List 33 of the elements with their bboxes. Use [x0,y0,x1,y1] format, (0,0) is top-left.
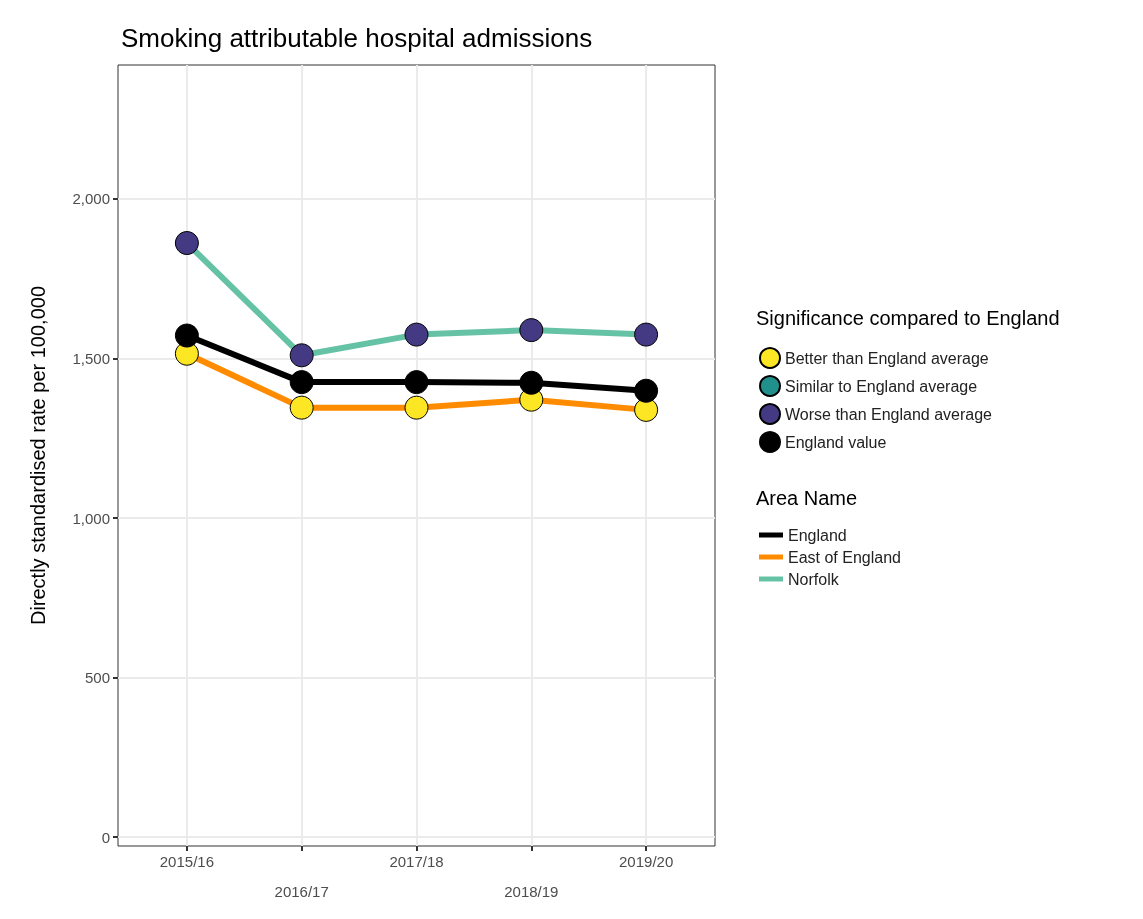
y-tick-label: 2,000 [72,190,110,208]
point [289,370,314,395]
legend-label: Similar to England average [785,377,978,395]
point [404,395,429,420]
legend-label: Better than England average [785,349,989,367]
y-tick-label: 1,500 [72,350,110,368]
legend-label: Norfolk [788,570,840,588]
point [404,370,429,395]
legend-label: Worse than England average [785,405,993,423]
x-tick-label: 2016/17 [274,883,329,900]
text: Area Name [756,487,858,509]
point [519,318,544,343]
point [634,322,659,347]
point [174,231,199,256]
legend-label: East of England [788,548,901,566]
point [289,343,314,368]
y-axis-title: Directly standardised rate per 100,000 [27,285,49,626]
x-tick-label: 2018/19 [504,883,559,900]
point [289,395,314,420]
point [634,378,659,403]
y-tick-label: 1,000 [72,509,110,527]
point [174,323,199,348]
legend-label: England [788,526,847,544]
y-tick-label: 0 [101,828,110,846]
point [404,322,429,347]
legend-label: England value [785,433,887,451]
x-tick-label: 2015/16 [159,853,214,870]
x-tick-label: 2019/20 [619,853,674,870]
y-tick-label: 500 [84,669,110,687]
chart-title: Smoking attributable hospital admissions [121,23,593,53]
point [519,370,544,395]
text: Significance compared to England [756,307,1060,329]
x-tick-label: 2017/18 [389,853,444,870]
